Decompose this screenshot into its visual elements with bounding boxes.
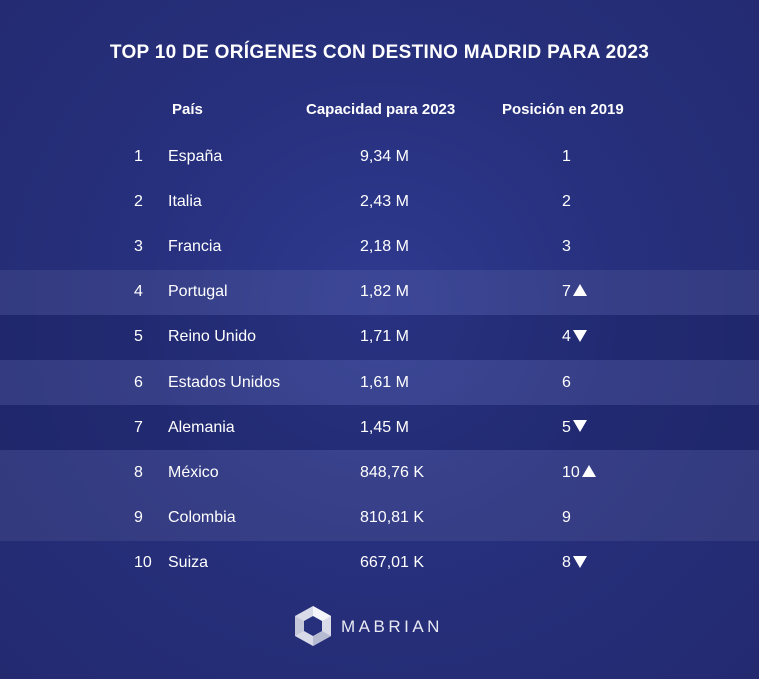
table-row: 2 Italia 2,43 M 2 [0,179,759,224]
row-position-value: 4 [562,328,571,346]
row-position-value: 9 [562,509,571,527]
row-country: Alemania [168,418,235,436]
row-position-2019: 6 [562,374,571,392]
row-position-2019: 10 [562,464,596,482]
table-row: 3 Francia 2,18 M 3 [0,224,759,269]
row-position-value: 8 [562,554,571,572]
row-position-value: 5 [562,418,571,436]
row-country: Colombia [168,509,236,527]
table-row: 9 Colombia 810,81 K 9 [0,495,759,541]
triangle-up-icon [581,464,596,477]
mabrian-logo-mark-icon [295,606,331,646]
table-row: 4 Portugal 1,82 M 7 [0,269,759,315]
table-row: 6 Estados Unidos 1,61 M 6 [0,359,759,406]
row-country: España [168,147,223,165]
column-header-capacity: Capacidad para 2023 [306,101,456,118]
row-capacity: 667,01 K [360,554,425,572]
triangle-down-icon [572,420,587,433]
row-position-value: 10 [562,463,580,481]
row-position-2019: 3 [562,238,571,256]
row-position-value: 6 [562,373,571,391]
row-position-value: 3 [562,237,571,255]
row-country: Italia [168,192,202,210]
table-row: 1 España 9,34 M 1 [0,134,759,179]
row-capacity: 2,43 M [360,192,409,210]
row-rank: 9 [134,509,143,527]
table-row: 7 Alemania 1,45 M 5 [0,405,759,451]
triangle-down-icon [572,556,587,569]
brand-name: MABRIAN [341,617,443,636]
row-capacity: 1,71 M [360,328,409,346]
row-rank: 2 [134,192,143,210]
row-country: México [168,463,219,481]
table-row: 8 México 848,76 K 10 [0,450,759,496]
row-capacity: 1,61 M [360,373,409,391]
row-rank: 1 [134,147,143,165]
triangle-up-icon [572,283,587,296]
row-position-2019: 4 [562,328,587,346]
row-position-value: 2 [562,192,571,210]
row-position-2019: 5 [562,419,587,437]
row-position-2019: 8 [562,554,587,572]
triangle-down-icon [572,330,587,343]
row-rank: 6 [134,373,143,391]
row-country: Estados Unidos [168,373,281,391]
column-header-country: País [172,101,203,118]
row-capacity: 1,45 M [360,418,409,436]
row-country: Francia [168,237,222,255]
row-rank: 4 [134,283,143,301]
row-rank: 8 [134,463,143,481]
table-body: 1 España 9,34 M 1 2 Italia 2,43 M 2 3 Francia 2,18… [0,134,759,586]
table-row: 10 Suiza 667,01 K 8 [0,541,759,586]
row-rank: 3 [134,237,143,255]
row-rank: 5 [134,328,143,346]
row-position-2019: 1 [562,148,571,166]
row-country: Portugal [168,283,228,301]
row-capacity: 848,76 K [360,463,425,481]
chart-title: TOP 10 DE ORÍGENES CON DESTINO MADRID PA… [109,42,650,63]
row-position-2019: 7 [562,283,587,301]
row-capacity: 810,81 K [360,509,425,527]
row-rank: 10 [134,554,152,572]
column-header-position-2019: Posición en 2019 [502,101,624,118]
row-position-value: 1 [562,147,571,165]
row-country: Suiza [168,554,209,572]
row-position-2019: 9 [562,509,571,527]
row-position-2019: 2 [562,193,571,211]
row-rank: 7 [134,418,143,436]
row-capacity: 9,34 M [360,147,409,165]
table-header: País Capacidad para 2023 Posición en 201… [0,101,759,123]
row-capacity: 1,82 M [360,283,409,301]
row-capacity: 2,18 M [360,237,409,255]
row-position-value: 7 [562,283,571,301]
row-country: Reino Unido [168,328,257,346]
table-row: 5 Reino Unido 1,71 M 4 [0,314,759,360]
